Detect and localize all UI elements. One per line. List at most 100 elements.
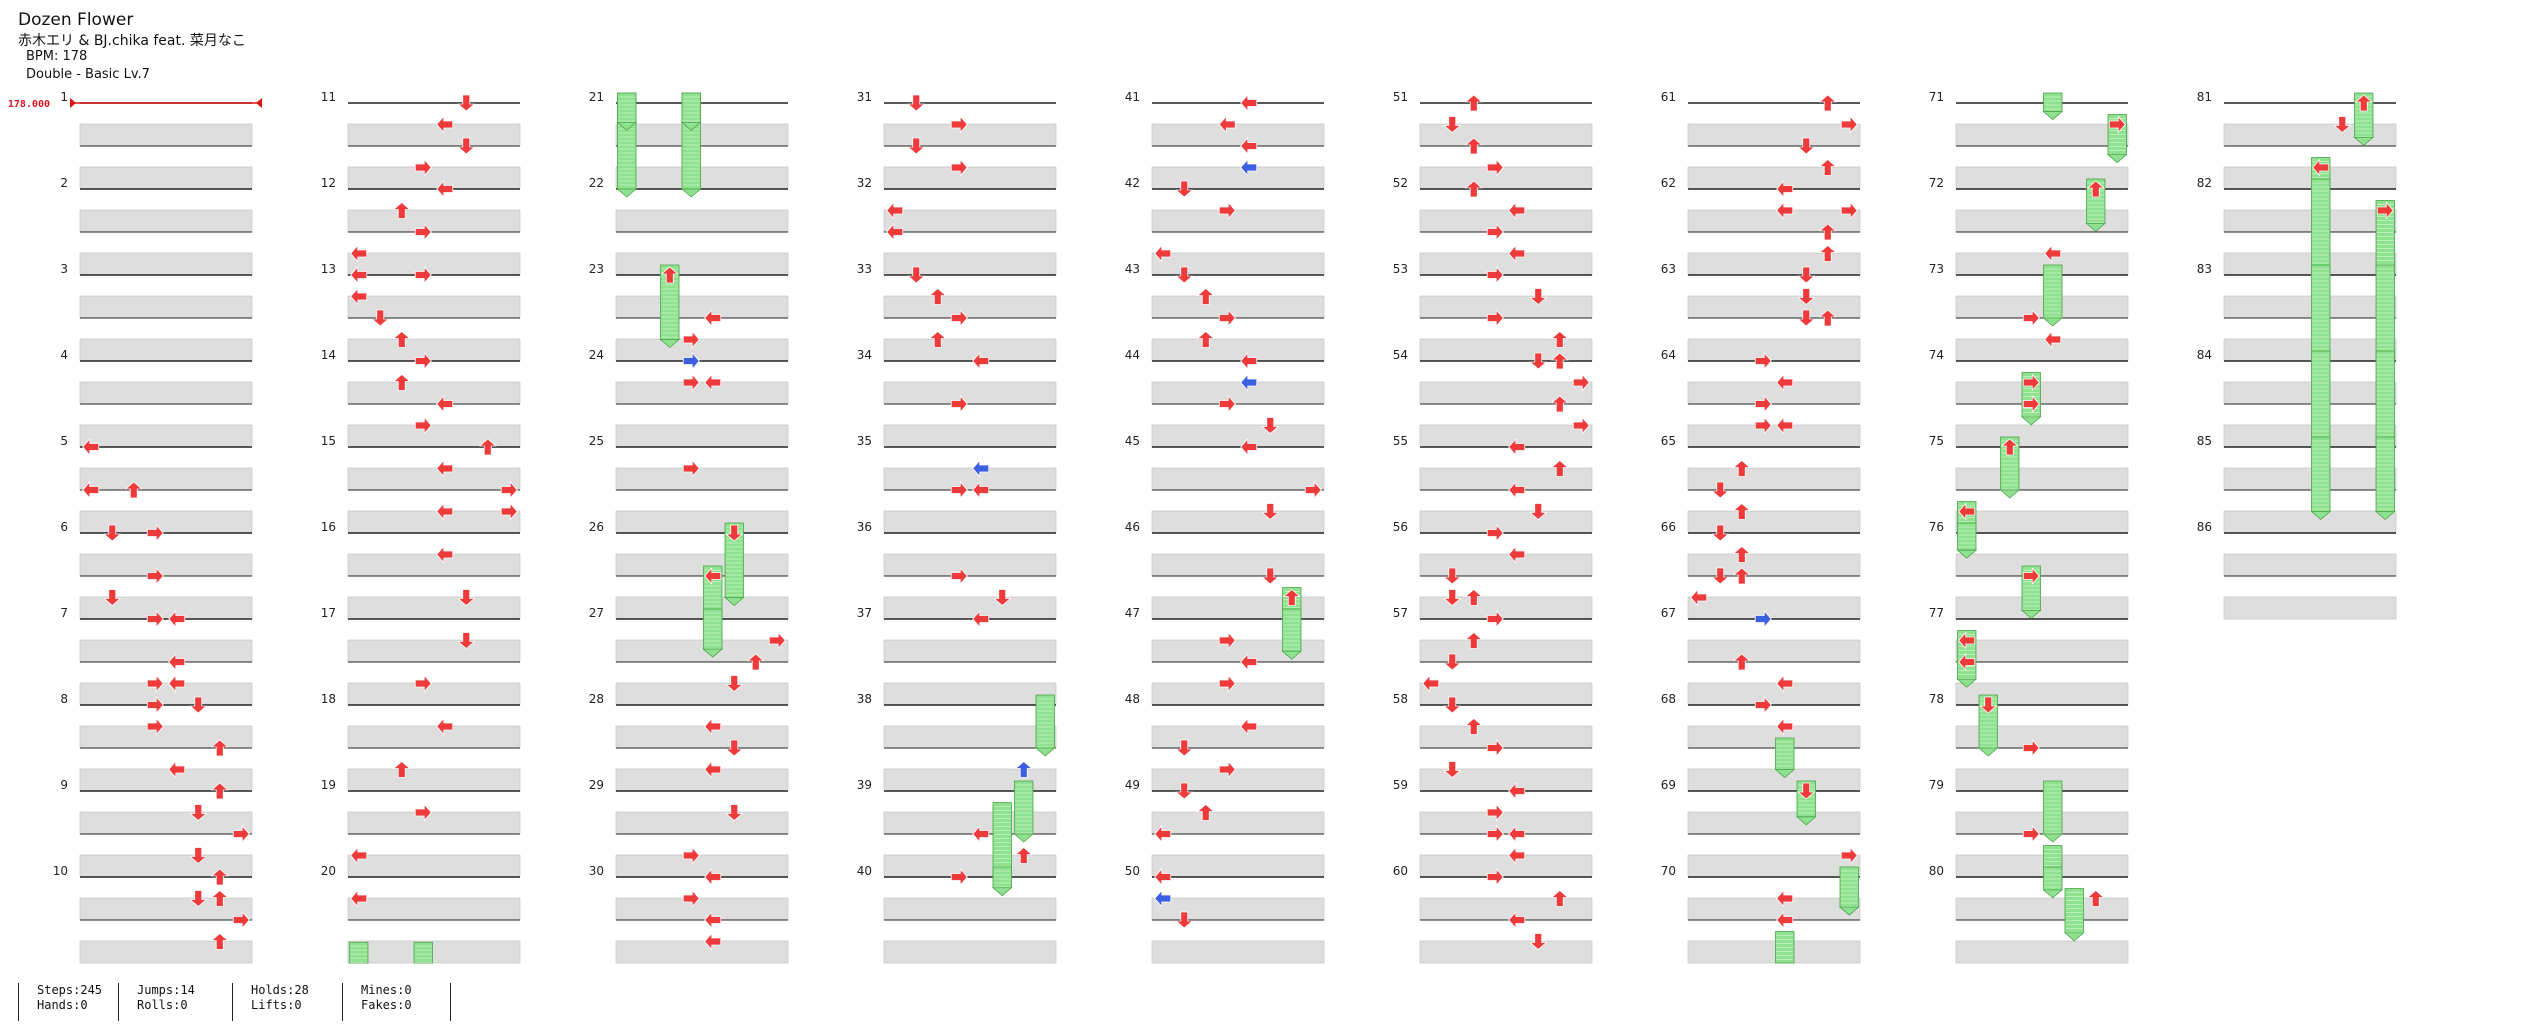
beat-strip bbox=[883, 295, 1057, 319]
measure-number: 33 bbox=[857, 262, 872, 276]
beat-strip bbox=[2223, 553, 2397, 577]
measure-number: 50 bbox=[1125, 864, 1140, 878]
left-arrow-note bbox=[436, 459, 454, 478]
stats-divider bbox=[450, 983, 451, 1021]
up-arrow-note bbox=[1818, 244, 1837, 262]
down-arrow-note bbox=[371, 309, 390, 327]
beat-strip bbox=[1151, 166, 1325, 190]
beat-strip bbox=[1955, 295, 2129, 319]
up-arrow-note bbox=[1014, 760, 1033, 778]
beat-strip bbox=[79, 123, 253, 147]
beat-strip bbox=[347, 725, 521, 749]
measure-number: 10 bbox=[53, 864, 68, 878]
right-arrow-note bbox=[1840, 201, 1858, 220]
right-arrow-note bbox=[950, 566, 968, 586]
beat-strip bbox=[1419, 209, 1593, 233]
right-arrow-note bbox=[1486, 265, 1504, 285]
stat-hands: Hands:0 bbox=[37, 998, 88, 1012]
down-arrow-note bbox=[725, 675, 744, 693]
measure-number: 47 bbox=[1125, 606, 1140, 620]
left-arrow-note bbox=[1240, 93, 1258, 113]
right-arrow-note bbox=[1486, 738, 1504, 758]
up-arrow-note bbox=[1014, 846, 1033, 864]
right-arrow-note bbox=[1840, 846, 1858, 865]
right-arrow-note bbox=[950, 394, 968, 414]
left-arrow-note bbox=[1154, 867, 1172, 887]
stats-column-4: Mines:0 Fakes:0 bbox=[342, 983, 412, 1021]
beat-strip bbox=[347, 252, 521, 276]
beat-strip bbox=[883, 510, 1057, 534]
left-arrow-note bbox=[436, 545, 454, 564]
right-arrow-note bbox=[1486, 523, 1504, 543]
beat-strip bbox=[615, 252, 789, 276]
beat-strip bbox=[1419, 553, 1593, 577]
up-arrow-note bbox=[1732, 545, 1751, 563]
measure-number: 32 bbox=[857, 176, 872, 190]
beat-strip bbox=[1419, 338, 1593, 362]
beat-strip bbox=[347, 854, 521, 878]
hold-tail bbox=[1999, 489, 2021, 499]
right-arrow-note bbox=[1218, 674, 1236, 693]
beat-strip bbox=[1687, 940, 1861, 964]
hold-tail bbox=[1977, 747, 1999, 757]
hold-tail bbox=[2042, 889, 2064, 899]
down-arrow-note bbox=[725, 804, 744, 822]
beat-strip bbox=[883, 209, 1057, 233]
hold-tail bbox=[1034, 747, 1056, 757]
beat-strip bbox=[1687, 854, 1861, 878]
down-arrow-note bbox=[457, 632, 476, 650]
measure-number: 7 bbox=[60, 606, 68, 620]
hold-tail bbox=[991, 887, 1013, 897]
beat-strip bbox=[79, 381, 253, 405]
beat-strip bbox=[1151, 725, 1325, 749]
down-arrow-note bbox=[189, 890, 208, 908]
beat-strip bbox=[79, 811, 253, 835]
left-arrow-note bbox=[1218, 115, 1236, 134]
measure-number: 74 bbox=[1929, 348, 1944, 362]
beat-strip bbox=[347, 123, 521, 147]
down-arrow-note bbox=[1175, 180, 1194, 198]
beat-strip bbox=[79, 682, 253, 706]
up-arrow-note bbox=[1196, 803, 1215, 821]
beat-strip bbox=[1687, 682, 1861, 706]
beat-strip bbox=[2223, 467, 2397, 491]
beat-strip bbox=[1955, 510, 2129, 534]
beat-strip bbox=[615, 338, 789, 362]
measure-number: 57 bbox=[1393, 606, 1408, 620]
measure-number: 55 bbox=[1393, 434, 1408, 448]
right-arrow-note bbox=[2022, 566, 2040, 586]
hold-tail bbox=[1956, 549, 1978, 559]
left-arrow-note bbox=[1240, 158, 1258, 177]
right-arrow-note bbox=[2022, 824, 2040, 844]
down-arrow-note bbox=[1797, 782, 1816, 800]
hold-body bbox=[2375, 436, 2395, 512]
beat-strip bbox=[1955, 338, 2129, 362]
up-arrow-note bbox=[124, 481, 143, 499]
measure-number: 49 bbox=[1125, 778, 1140, 792]
right-arrow-note bbox=[414, 158, 432, 177]
down-arrow-note bbox=[1175, 266, 1194, 284]
beat-strip bbox=[79, 639, 253, 663]
beat-strip bbox=[1151, 338, 1325, 362]
beat-strip bbox=[79, 510, 253, 534]
right-arrow-note bbox=[1218, 631, 1236, 650]
left-arrow-note bbox=[1508, 910, 1526, 930]
right-arrow-note bbox=[1486, 803, 1504, 822]
beat-strip bbox=[615, 123, 789, 147]
beat-strip bbox=[347, 295, 521, 319]
measure-number: 68 bbox=[1661, 692, 1676, 706]
hold-body bbox=[2043, 866, 2063, 891]
measure-number: 34 bbox=[857, 348, 872, 362]
beat-strip bbox=[2223, 381, 2397, 405]
right-arrow-note bbox=[1486, 609, 1504, 629]
left-arrow-note bbox=[1508, 781, 1526, 801]
down-arrow-note bbox=[1529, 288, 1548, 306]
song-artist: 赤木エリ & BJ.chika feat. 菜月なこ bbox=[18, 33, 246, 49]
right-arrow-note bbox=[1486, 308, 1504, 328]
left-arrow-note bbox=[1958, 502, 1976, 521]
beat-strip bbox=[883, 682, 1057, 706]
hold-tail bbox=[1795, 816, 1817, 826]
left-arrow-note bbox=[1240, 136, 1258, 156]
right-arrow-note bbox=[414, 674, 432, 693]
left-arrow-note bbox=[2312, 158, 2330, 177]
